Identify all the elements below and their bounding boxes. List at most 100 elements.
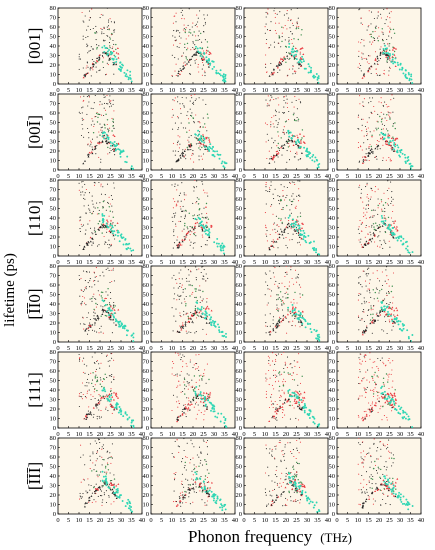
data-point: [392, 272, 395, 274]
data-point: [88, 101, 90, 103]
data-point: [274, 228, 276, 230]
data-point: [393, 144, 395, 146]
data-point: [293, 156, 295, 158]
data-point: [366, 184, 368, 186]
data-point: [210, 224, 212, 227]
data-point: [299, 229, 302, 232]
data-point: [112, 118, 115, 120]
data-point: [174, 57, 176, 59]
data-point: [278, 37, 280, 39]
data-point: [298, 390, 301, 393]
data-point: [84, 414, 87, 417]
data-point: [278, 35, 280, 37]
data-point: [272, 319, 274, 321]
data-point: [91, 118, 93, 120]
data-point: [370, 111, 372, 113]
data-point: [280, 230, 283, 233]
data-point: [115, 48, 117, 51]
data-point: [275, 412, 278, 415]
data-point: [217, 72, 220, 75]
x-tick-label: 10: [355, 345, 362, 352]
data-point: [127, 76, 130, 79]
data-point: [389, 21, 391, 23]
y-tick-label: 70: [236, 187, 243, 194]
data-point: [268, 406, 271, 409]
data-point: [373, 391, 375, 393]
data-point: [107, 226, 110, 229]
data-point: [390, 196, 393, 198]
data-point: [271, 147, 273, 149]
data-point: [380, 46, 382, 48]
data-point: [384, 23, 386, 25]
data-point: [276, 304, 278, 306]
data-point: [179, 136, 181, 138]
data-point: [225, 162, 228, 165]
data-point: [89, 298, 91, 300]
data-point: [106, 136, 109, 139]
data-point: [265, 203, 267, 205]
data-point: [111, 393, 113, 395]
data-point: [132, 426, 135, 428]
data-point: [312, 421, 315, 424]
data-point: [381, 210, 383, 212]
data-point: [107, 243, 109, 246]
data-point: [117, 320, 120, 323]
data-point: [369, 322, 372, 325]
data-point: [205, 217, 207, 219]
x-tick-label: 35: [314, 431, 321, 438]
data-point: [371, 112, 373, 115]
data-point: [296, 195, 298, 197]
data-point: [199, 285, 201, 287]
data-point: [301, 55, 304, 58]
data-point: [291, 56, 293, 58]
data-point: [386, 305, 389, 308]
data-point: [194, 390, 197, 393]
data-point: [87, 143, 89, 145]
data-point: [175, 150, 177, 152]
x-tick-label: 20: [283, 431, 290, 438]
y-tick-label: 30: [50, 311, 57, 318]
data-point: [265, 63, 267, 65]
data-point: [271, 96, 273, 98]
data-point: [378, 280, 381, 282]
data-point: [182, 103, 184, 105]
data-point: [402, 72, 405, 75]
data-point: [294, 365, 296, 367]
y-tick-label: 60: [143, 196, 150, 203]
data-point: [381, 133, 384, 135]
data-point: [303, 411, 306, 414]
data-point: [208, 53, 211, 55]
data-point: [190, 95, 192, 97]
data-point: [391, 369, 393, 371]
data-point: [400, 329, 403, 332]
data-point: [361, 38, 363, 41]
data-point: [78, 58, 80, 60]
data-point: [198, 155, 200, 157]
data-point: [299, 228, 302, 231]
data-point: [291, 33, 293, 35]
data-point: [265, 227, 267, 229]
data-point: [207, 50, 209, 52]
data-point: [288, 68, 290, 70]
data-point: [213, 155, 216, 158]
data-point: [213, 241, 216, 244]
data-point: [196, 14, 198, 16]
data-point: [290, 139, 293, 142]
data-point: [113, 376, 115, 378]
data-point: [190, 386, 192, 388]
y-tick-label: 60: [143, 110, 150, 117]
data-point: [296, 405, 299, 408]
data-point: [375, 155, 378, 157]
data-point: [298, 227, 301, 230]
data-point: [94, 182, 96, 184]
data-point: [87, 66, 89, 68]
data-point: [380, 17, 382, 19]
data-point: [386, 416, 388, 418]
data-point: [82, 180, 84, 182]
data-point: [184, 214, 186, 216]
data-point: [358, 9, 360, 11]
data-point: [296, 8, 298, 9]
x-tick-label: 40: [325, 173, 332, 180]
data-point: [365, 410, 367, 412]
